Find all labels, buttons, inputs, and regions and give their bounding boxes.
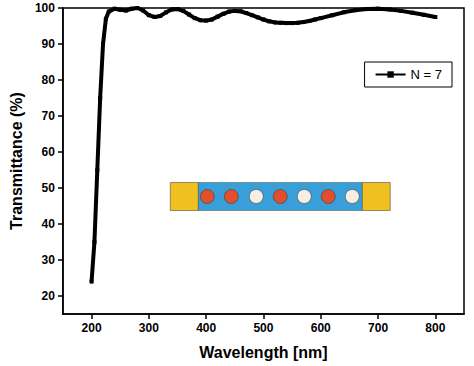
svg-text:N = 7: N = 7	[411, 67, 442, 82]
svg-text:700: 700	[368, 321, 388, 335]
svg-text:100: 100	[35, 1, 55, 15]
svg-text:90: 90	[42, 37, 56, 51]
svg-text:40: 40	[42, 217, 56, 231]
svg-text:Transmittance (%): Transmittance (%)	[8, 92, 25, 230]
svg-text:Wavelength [nm]: Wavelength [nm]	[199, 344, 327, 361]
svg-text:20: 20	[42, 289, 56, 303]
svg-text:70: 70	[42, 109, 56, 123]
svg-text:800: 800	[425, 321, 445, 335]
svg-text:200: 200	[82, 321, 102, 335]
svg-text:600: 600	[311, 321, 331, 335]
svg-text:30: 30	[42, 253, 56, 267]
svg-text:60: 60	[42, 145, 56, 159]
svg-text:80: 80	[42, 73, 56, 87]
svg-text:400: 400	[196, 321, 216, 335]
svg-text:500: 500	[253, 321, 273, 335]
svg-text:300: 300	[139, 321, 159, 335]
svg-text:50: 50	[42, 181, 56, 195]
